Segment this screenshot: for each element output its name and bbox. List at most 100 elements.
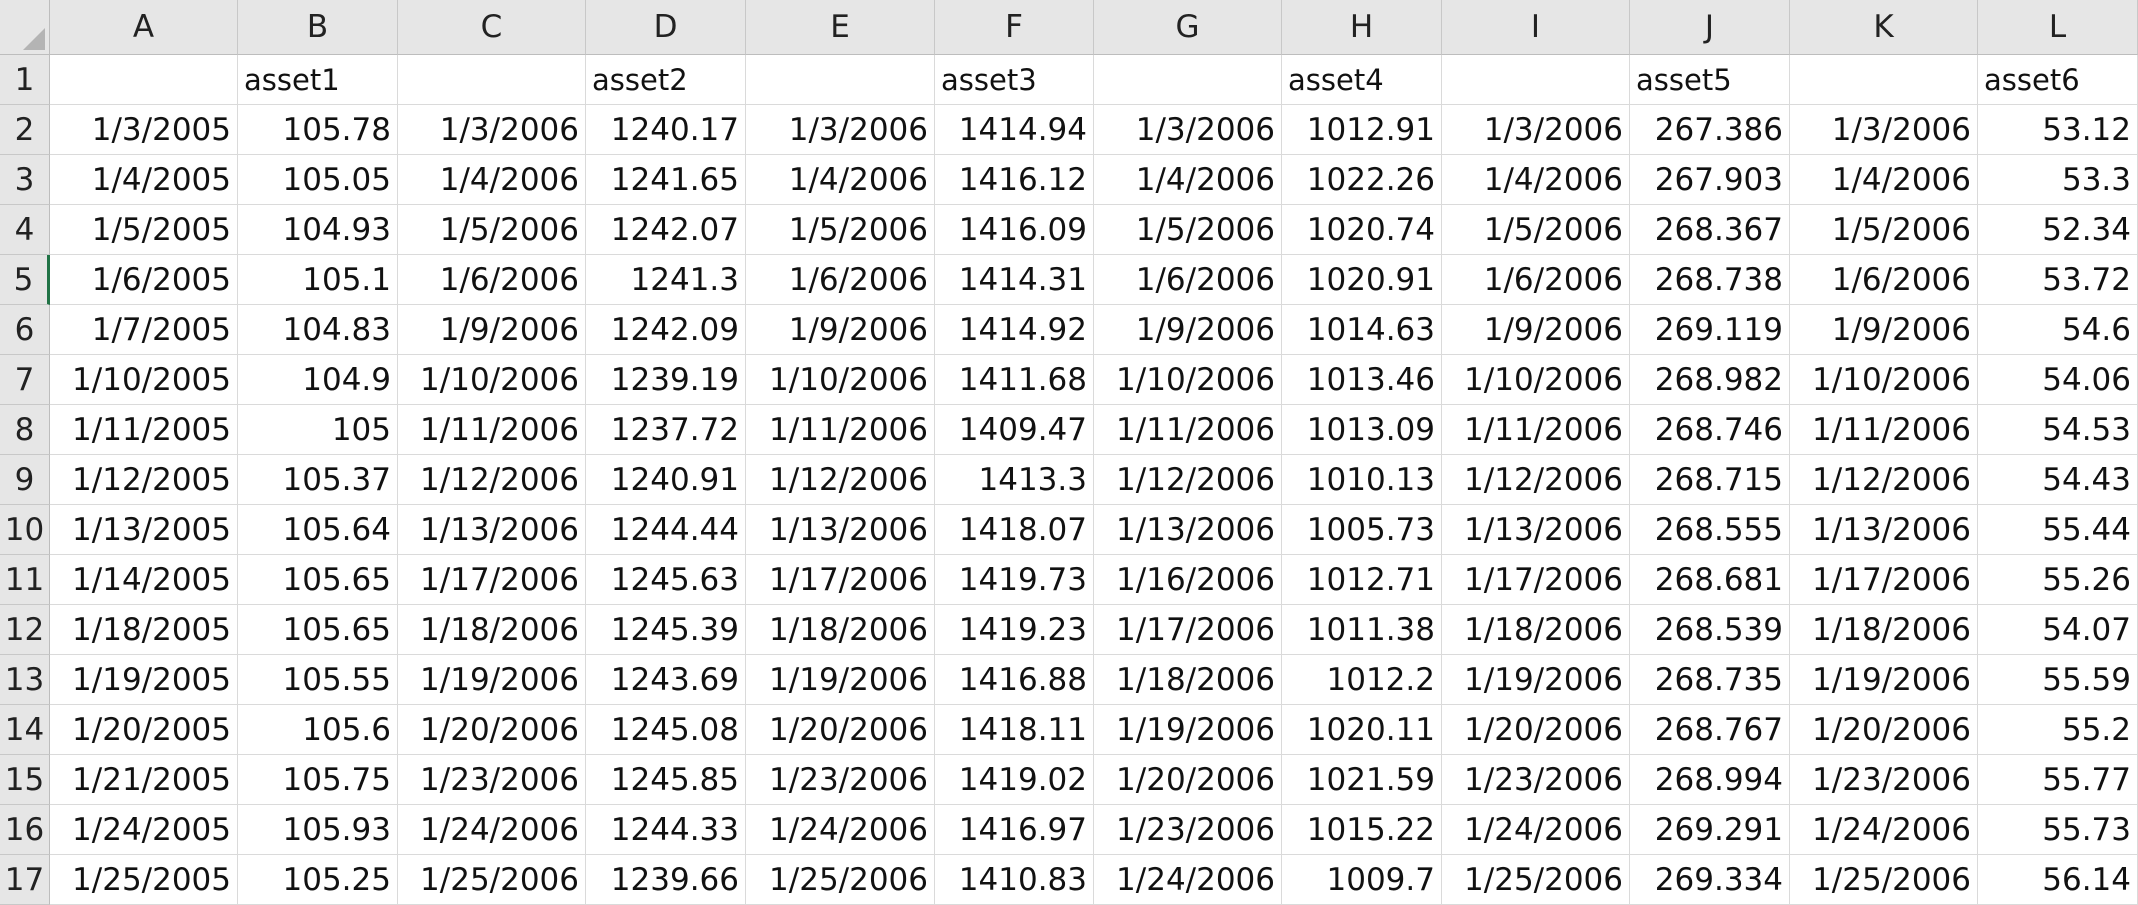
row-header-2[interactable]: 2 — [0, 105, 50, 155]
cell-F12[interactable]: 1419.23 — [935, 605, 1094, 655]
row-header-13[interactable]: 13 — [0, 655, 50, 705]
cell-B14[interactable]: 105.6 — [238, 705, 398, 755]
cell-B17[interactable]: 105.25 — [238, 855, 398, 905]
column-header-J[interactable]: J — [1630, 0, 1790, 55]
cell-K10[interactable]: 1/13/2006 — [1790, 505, 1978, 555]
cell-G12[interactable]: 1/17/2006 — [1094, 605, 1282, 655]
cell-L11[interactable]: 55.26 — [1978, 555, 2138, 605]
cell-L13[interactable]: 55.59 — [1978, 655, 2138, 705]
cell-K9[interactable]: 1/12/2006 — [1790, 455, 1978, 505]
cell-C16[interactable]: 1/24/2006 — [398, 805, 586, 855]
row-header-17[interactable]: 17 — [0, 855, 50, 905]
cell-A11[interactable]: 1/14/2005 — [50, 555, 238, 605]
cell-J5[interactable]: 268.738 — [1630, 255, 1790, 305]
cell-K14[interactable]: 1/20/2006 — [1790, 705, 1978, 755]
cell-A13[interactable]: 1/19/2005 — [50, 655, 238, 705]
row-header-14[interactable]: 14 — [0, 705, 50, 755]
cell-L8[interactable]: 54.53 — [1978, 405, 2138, 455]
cell-G4[interactable]: 1/5/2006 — [1094, 205, 1282, 255]
column-header-E[interactable]: E — [746, 0, 935, 55]
cell-A5[interactable]: 1/6/2005 — [50, 255, 238, 305]
cell-E17[interactable]: 1/25/2006 — [746, 855, 935, 905]
cell-L7[interactable]: 54.06 — [1978, 355, 2138, 405]
cell-I12[interactable]: 1/18/2006 — [1442, 605, 1630, 655]
cell-K15[interactable]: 1/23/2006 — [1790, 755, 1978, 805]
cell-C15[interactable]: 1/23/2006 — [398, 755, 586, 805]
row-header-3[interactable]: 3 — [0, 155, 50, 205]
cell-E1[interactable] — [746, 55, 935, 105]
cell-D14[interactable]: 1245.08 — [586, 705, 746, 755]
cell-L4[interactable]: 52.34 — [1978, 205, 2138, 255]
cell-G14[interactable]: 1/19/2006 — [1094, 705, 1282, 755]
cell-B1[interactable]: asset1 — [238, 55, 398, 105]
cell-F10[interactable]: 1418.07 — [935, 505, 1094, 555]
cell-B4[interactable]: 104.93 — [238, 205, 398, 255]
cell-H5[interactable]: 1020.91 — [1282, 255, 1442, 305]
cell-C12[interactable]: 1/18/2006 — [398, 605, 586, 655]
cell-K8[interactable]: 1/11/2006 — [1790, 405, 1978, 455]
cell-B10[interactable]: 105.64 — [238, 505, 398, 555]
cell-E2[interactable]: 1/3/2006 — [746, 105, 935, 155]
row-header-4[interactable]: 4 — [0, 205, 50, 255]
cell-D3[interactable]: 1241.65 — [586, 155, 746, 205]
cell-H6[interactable]: 1014.63 — [1282, 305, 1442, 355]
cell-A3[interactable]: 1/4/2005 — [50, 155, 238, 205]
cell-D11[interactable]: 1245.63 — [586, 555, 746, 605]
cell-L6[interactable]: 54.6 — [1978, 305, 2138, 355]
cell-E7[interactable]: 1/10/2006 — [746, 355, 935, 405]
cell-I17[interactable]: 1/25/2006 — [1442, 855, 1630, 905]
cell-B11[interactable]: 105.65 — [238, 555, 398, 605]
cell-B2[interactable]: 105.78 — [238, 105, 398, 155]
cell-E6[interactable]: 1/9/2006 — [746, 305, 935, 355]
cell-H7[interactable]: 1013.46 — [1282, 355, 1442, 405]
cell-K11[interactable]: 1/17/2006 — [1790, 555, 1978, 605]
cell-A17[interactable]: 1/25/2005 — [50, 855, 238, 905]
cell-A12[interactable]: 1/18/2005 — [50, 605, 238, 655]
cell-G2[interactable]: 1/3/2006 — [1094, 105, 1282, 155]
cell-L12[interactable]: 54.07 — [1978, 605, 2138, 655]
row-header-11[interactable]: 11 — [0, 555, 50, 605]
cell-I3[interactable]: 1/4/2006 — [1442, 155, 1630, 205]
cell-L16[interactable]: 55.73 — [1978, 805, 2138, 855]
cell-D16[interactable]: 1244.33 — [586, 805, 746, 855]
cell-G3[interactable]: 1/4/2006 — [1094, 155, 1282, 205]
cell-E3[interactable]: 1/4/2006 — [746, 155, 935, 205]
cell-H2[interactable]: 1012.91 — [1282, 105, 1442, 155]
cell-C14[interactable]: 1/20/2006 — [398, 705, 586, 755]
cell-I9[interactable]: 1/12/2006 — [1442, 455, 1630, 505]
cell-D9[interactable]: 1240.91 — [586, 455, 746, 505]
cell-B13[interactable]: 105.55 — [238, 655, 398, 705]
cell-D8[interactable]: 1237.72 — [586, 405, 746, 455]
cell-C3[interactable]: 1/4/2006 — [398, 155, 586, 205]
cell-K1[interactable] — [1790, 55, 1978, 105]
row-header-5[interactable]: 5 — [0, 255, 50, 305]
cell-K3[interactable]: 1/4/2006 — [1790, 155, 1978, 205]
column-header-D[interactable]: D — [586, 0, 746, 55]
cell-I16[interactable]: 1/24/2006 — [1442, 805, 1630, 855]
cell-I15[interactable]: 1/23/2006 — [1442, 755, 1630, 805]
cell-F7[interactable]: 1411.68 — [935, 355, 1094, 405]
cell-H11[interactable]: 1012.71 — [1282, 555, 1442, 605]
cell-I14[interactable]: 1/20/2006 — [1442, 705, 1630, 755]
cell-B12[interactable]: 105.65 — [238, 605, 398, 655]
cell-C10[interactable]: 1/13/2006 — [398, 505, 586, 555]
cell-F14[interactable]: 1418.11 — [935, 705, 1094, 755]
cell-J6[interactable]: 269.119 — [1630, 305, 1790, 355]
cell-C4[interactable]: 1/5/2006 — [398, 205, 586, 255]
cell-I4[interactable]: 1/5/2006 — [1442, 205, 1630, 255]
row-header-15[interactable]: 15 — [0, 755, 50, 805]
cell-I11[interactable]: 1/17/2006 — [1442, 555, 1630, 605]
cell-L3[interactable]: 53.3 — [1978, 155, 2138, 205]
column-header-I[interactable]: I — [1442, 0, 1630, 55]
cell-F11[interactable]: 1419.73 — [935, 555, 1094, 605]
cell-F17[interactable]: 1410.83 — [935, 855, 1094, 905]
cell-F3[interactable]: 1416.12 — [935, 155, 1094, 205]
cell-H15[interactable]: 1021.59 — [1282, 755, 1442, 805]
cell-E4[interactable]: 1/5/2006 — [746, 205, 935, 255]
cell-A7[interactable]: 1/10/2005 — [50, 355, 238, 405]
column-header-H[interactable]: H — [1282, 0, 1442, 55]
cell-D6[interactable]: 1242.09 — [586, 305, 746, 355]
cell-K17[interactable]: 1/25/2006 — [1790, 855, 1978, 905]
cell-J2[interactable]: 267.386 — [1630, 105, 1790, 155]
